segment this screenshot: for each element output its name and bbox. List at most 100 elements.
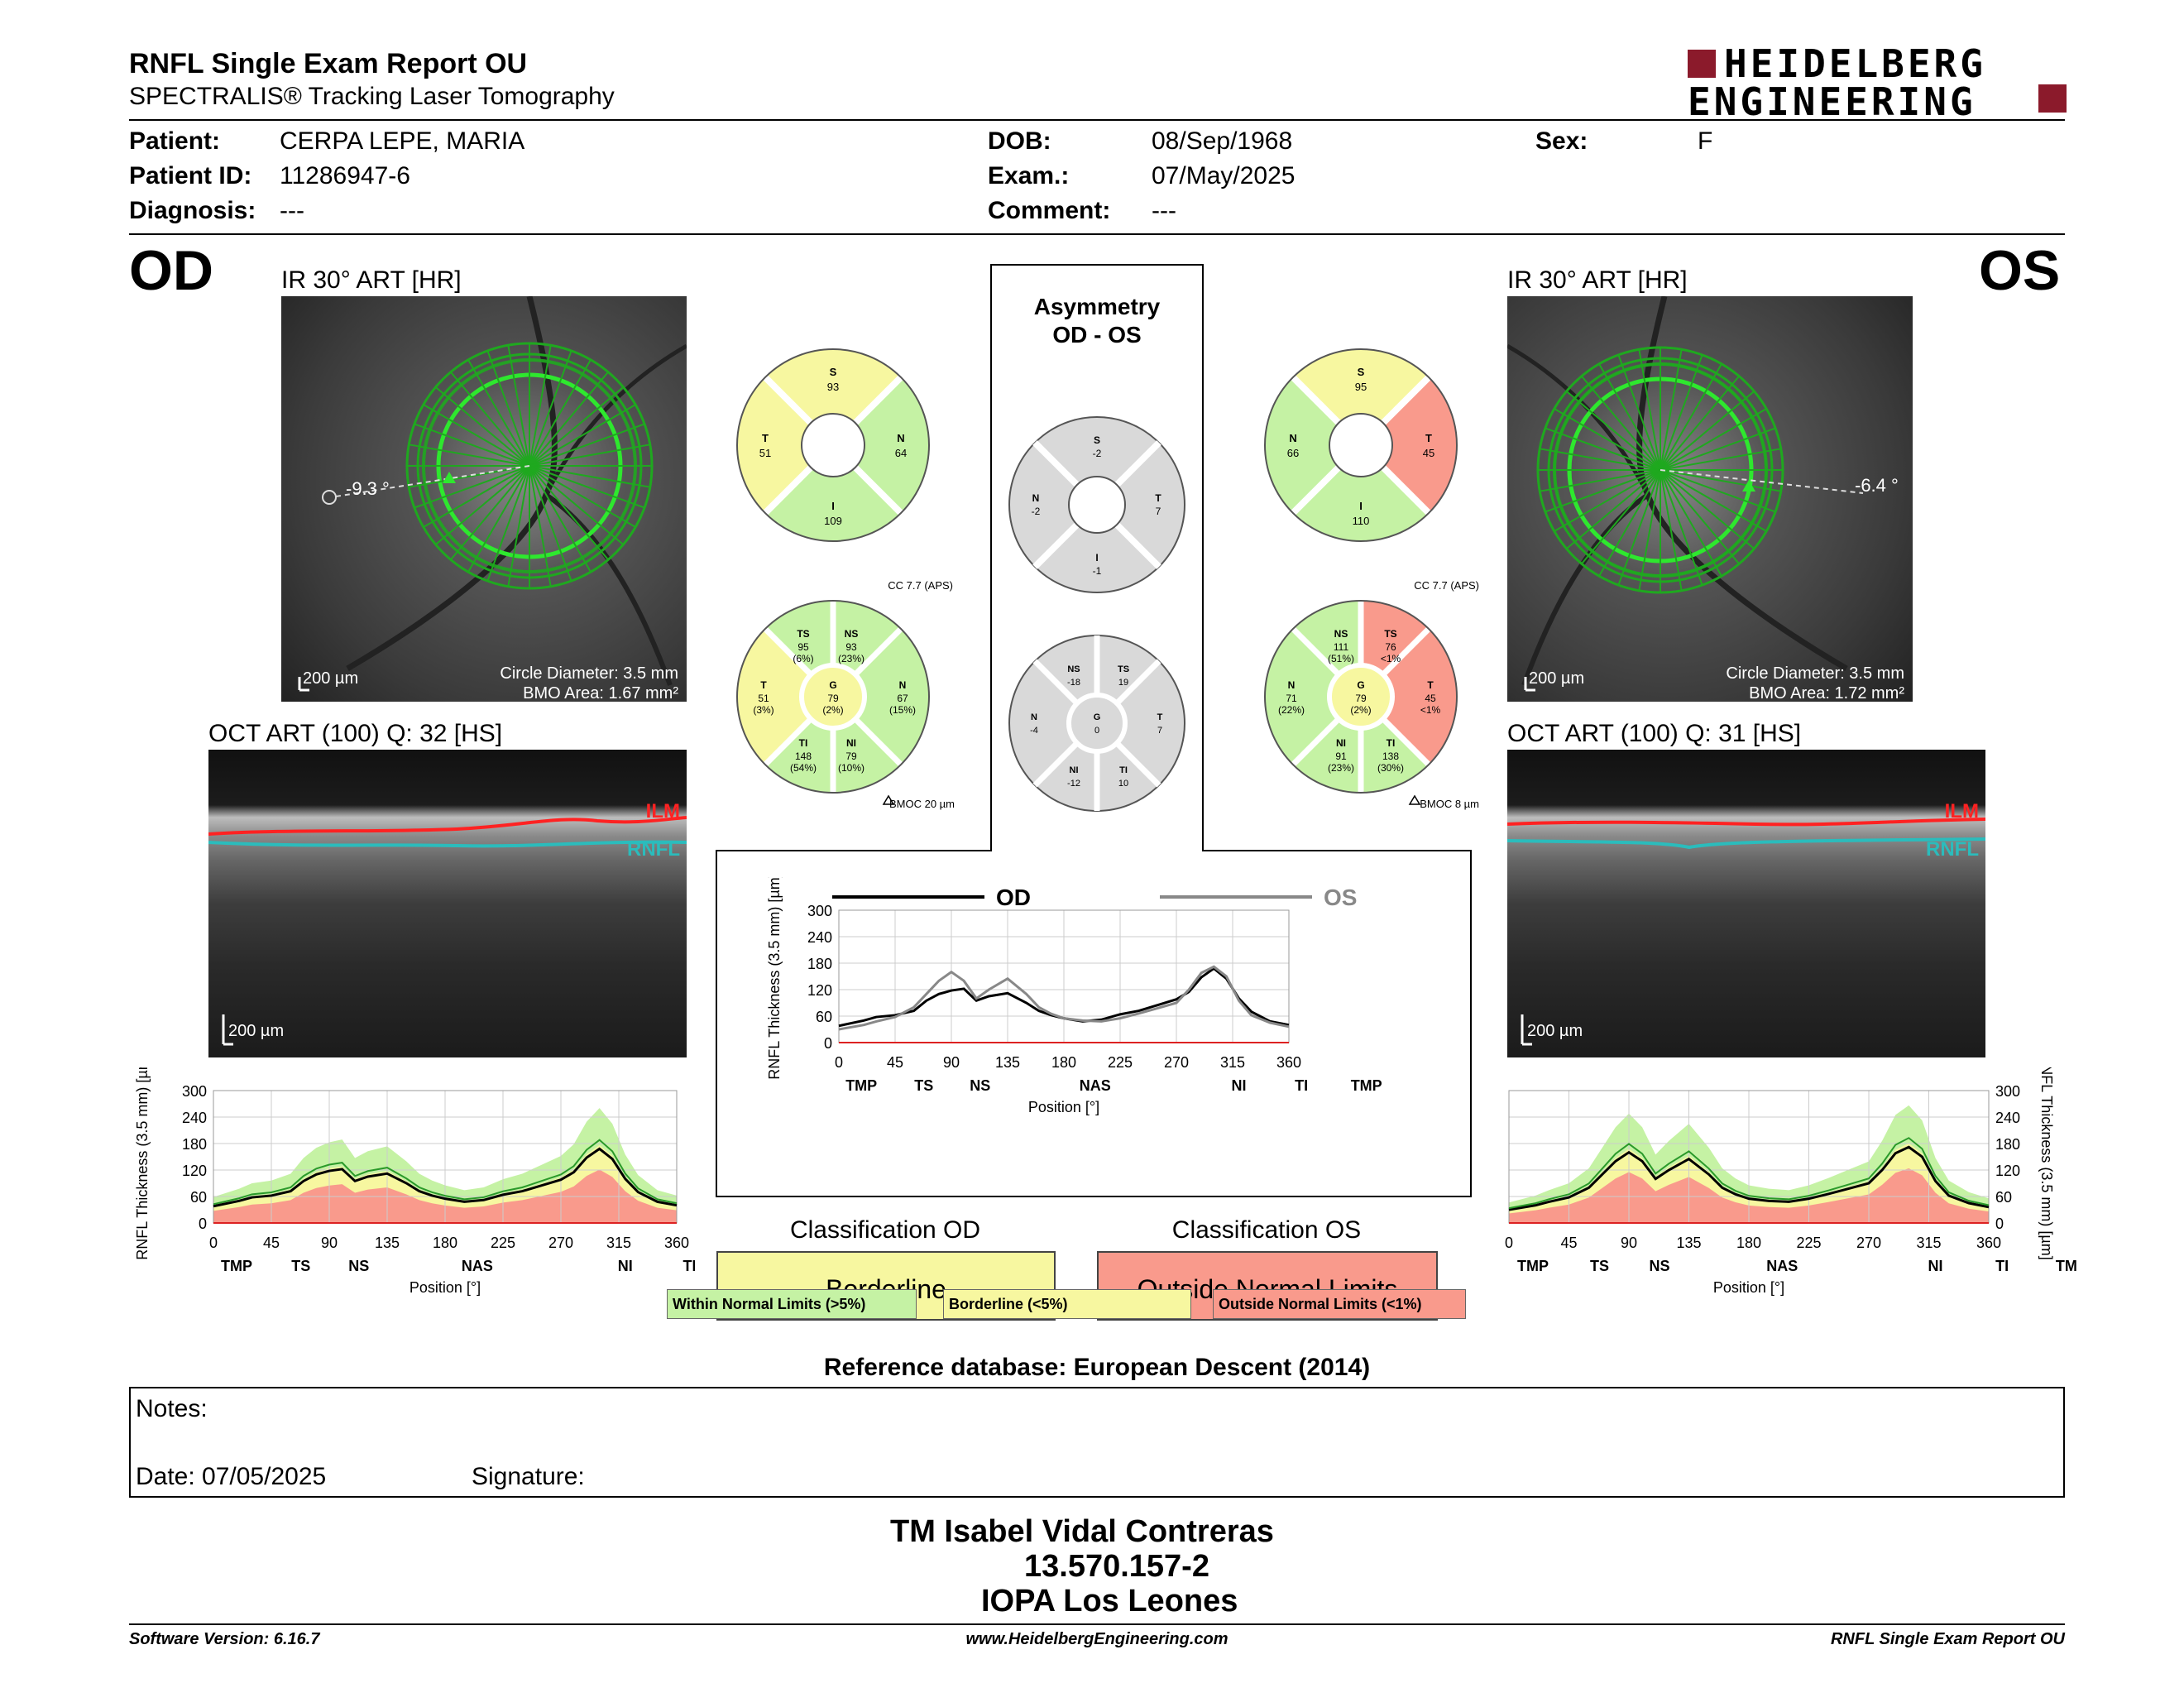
svg-text:TS: TS [797, 628, 809, 640]
report-subtitle: SPECTRALIS® Tracking Laser Tomography [129, 83, 615, 110]
sex: F [1698, 127, 1713, 155]
y-tick-label: 240 [182, 1110, 207, 1126]
svg-text:(10%): (10%) [838, 762, 864, 774]
y-tick-label: 120 [1995, 1163, 2020, 1179]
notes-label: Notes: [136, 1395, 208, 1422]
od-oct-title: OCT ART (100) Q: 32 [HS] [208, 720, 503, 747]
od-eye-label: OD [129, 239, 213, 302]
signoff-id: 13.570.157-2 [1024, 1549, 1209, 1584]
svg-text:(51%): (51%) [1328, 653, 1354, 664]
os-angle: -6.4 ° [1855, 475, 1899, 496]
svg-text:(54%): (54%) [790, 762, 817, 774]
svg-text:TI: TI [1119, 765, 1128, 775]
footer-website: www.HeidelbergEngineering.com [965, 1630, 1228, 1648]
od-quad-i [765, 445, 901, 541]
svg-text:T: T [760, 679, 767, 691]
svg-text:I: I [1359, 500, 1363, 512]
od-quadrant-chart: S 93 T 51 N 64 I 109 [736, 348, 930, 542]
region-label: NAS [1766, 1258, 1798, 1274]
os-bmoc: BMOC 8 µm [1420, 798, 1479, 810]
x-tick-label: 135 [1676, 1235, 1701, 1251]
svg-text:111: 111 [1334, 641, 1349, 653]
od-oct-image: ILM RNFL 200 µm [208, 750, 687, 1057]
os-oct-title: OCT ART (100) Q: 31 [HS] [1507, 720, 1802, 747]
patient-name: CERPA LEPE, MARIA [280, 127, 525, 155]
svg-text:N: N [1289, 432, 1296, 444]
od-ilm-label: ILM [646, 800, 680, 822]
x-tick-label: 45 [1560, 1235, 1577, 1251]
svg-text:-12: -12 [1067, 779, 1080, 789]
x-tick-label: 270 [548, 1235, 573, 1251]
x-tick-label: 360 [1976, 1235, 2001, 1251]
legend-os: OS [1324, 885, 1357, 910]
os-rnfl-label: RNFL [1926, 838, 1979, 861]
region-label: NS [348, 1258, 369, 1274]
x-tick-label: 360 [664, 1235, 689, 1251]
footer-software: Software Version: 6.16.7 [129, 1630, 320, 1648]
notes-date: Date: 07/05/2025 [136, 1463, 327, 1490]
svg-text:TI: TI [799, 737, 808, 749]
x-tick-label: 90 [321, 1235, 338, 1251]
diagnosis-label: Diagnosis: [129, 197, 256, 224]
region-label: NS [1650, 1258, 1670, 1274]
os-fundus-image: -6.4 ° 200 µm Circle Diameter: 3.5 mm BM… [1507, 296, 1913, 702]
svg-text:T: T [1427, 679, 1434, 691]
x-tick-label: 90 [1621, 1235, 1637, 1251]
x-tick-label: 270 [1856, 1235, 1881, 1251]
svg-text:I: I [1095, 552, 1098, 563]
classification-os-title: Classification OS [1171, 1216, 1362, 1244]
od-sector-diagrams: S 93 T 51 N 64 I 109 CC 7.7 (APS) TS 95 … [736, 348, 955, 810]
legend-borderline: Borderline (<5%) [943, 1289, 1191, 1319]
svg-text:91: 91 [1335, 750, 1347, 762]
y-tick-label: 120 [182, 1163, 207, 1179]
y-tick-label: 240 [1995, 1110, 2020, 1126]
svg-text:51: 51 [758, 693, 769, 704]
signoff-name: TM Isabel Vidal Contreras [890, 1514, 1274, 1549]
os-oct-scale: 200 µm [1527, 1022, 1583, 1040]
region-label: TI [1995, 1258, 2009, 1274]
x-axis-label: Position [°] [1713, 1279, 1784, 1296]
svg-text:(22%): (22%) [1278, 704, 1305, 716]
svg-text:(2%): (2%) [822, 704, 843, 716]
y-axis-label: RNFL Thickness (3.5 mm) [µm] [2038, 1067, 2055, 1260]
normative-mean-line [213, 1139, 678, 1206]
svg-text:TI: TI [1387, 737, 1396, 749]
svg-text:G: G [1357, 679, 1364, 691]
x-tick-label: 225 [491, 1235, 515, 1251]
os-ir-title: IR 30° ART [HR] [1507, 266, 1688, 294]
svg-text:95: 95 [797, 641, 809, 653]
od-circle-diameter: Circle Diameter: 3.5 mm [500, 664, 678, 683]
y-tick-label: 180 [182, 1136, 207, 1153]
od-rnfl-label: RNFL [627, 838, 680, 861]
svg-text:67: 67 [897, 693, 908, 704]
svg-text:T: T [762, 432, 769, 444]
comparison-chart: OD OS 0 60 120 180 240 300 0 45 90 135 180 225 270 31… [766, 877, 1382, 1115]
x-tick-label: 225 [1796, 1235, 1821, 1251]
svg-text:S: S [1094, 434, 1100, 446]
svg-text:66: 66 [1287, 447, 1299, 459]
svg-text:76: 76 [1385, 641, 1396, 653]
comment: --- [1152, 197, 1176, 224]
od-ir-title: IR 30° ART [HR] [281, 266, 462, 294]
os-oct-image: ILM RNFL 200 µm [1507, 750, 1985, 1057]
legend-od: OD [996, 885, 1031, 910]
asym-title2: OD - OS [1052, 322, 1141, 348]
os-fundus-overlay: -6.4 ° 200 µm Circle Diameter: 3.5 mm BM… [1507, 296, 1904, 702]
svg-text:T: T [1157, 712, 1163, 722]
y-axis-label: RNFL Thickness (3.5 mm) [µm] [134, 1067, 151, 1260]
od-oct-scale: 200 µm [228, 1022, 284, 1040]
legend-outside-normal: Outside Normal Limits (<1%) [1213, 1289, 1466, 1319]
svg-text:-2: -2 [1093, 448, 1102, 459]
svg-text:138: 138 [1382, 750, 1399, 762]
svg-text:10: 10 [1118, 779, 1128, 789]
svg-text:19: 19 [1118, 678, 1128, 688]
x-tick-label: 270 [1164, 1054, 1189, 1071]
y-tick-label: 120 [807, 982, 832, 999]
od-profile-chart: 0 60 120 180 240 300 0 45 90 135 180 225 270 315 360 TM… [134, 1067, 695, 1296]
y-tick-label: 300 [807, 903, 832, 919]
svg-text:S: S [830, 366, 837, 378]
os-profile-chart: 0 60 120 180 240 300 0 45 90 135 180 225 270 315 360 TM… [1505, 1067, 2078, 1296]
svg-text:45: 45 [1425, 693, 1436, 704]
sex-label: Sex: [1535, 127, 1588, 155]
svg-text:79: 79 [827, 693, 839, 704]
